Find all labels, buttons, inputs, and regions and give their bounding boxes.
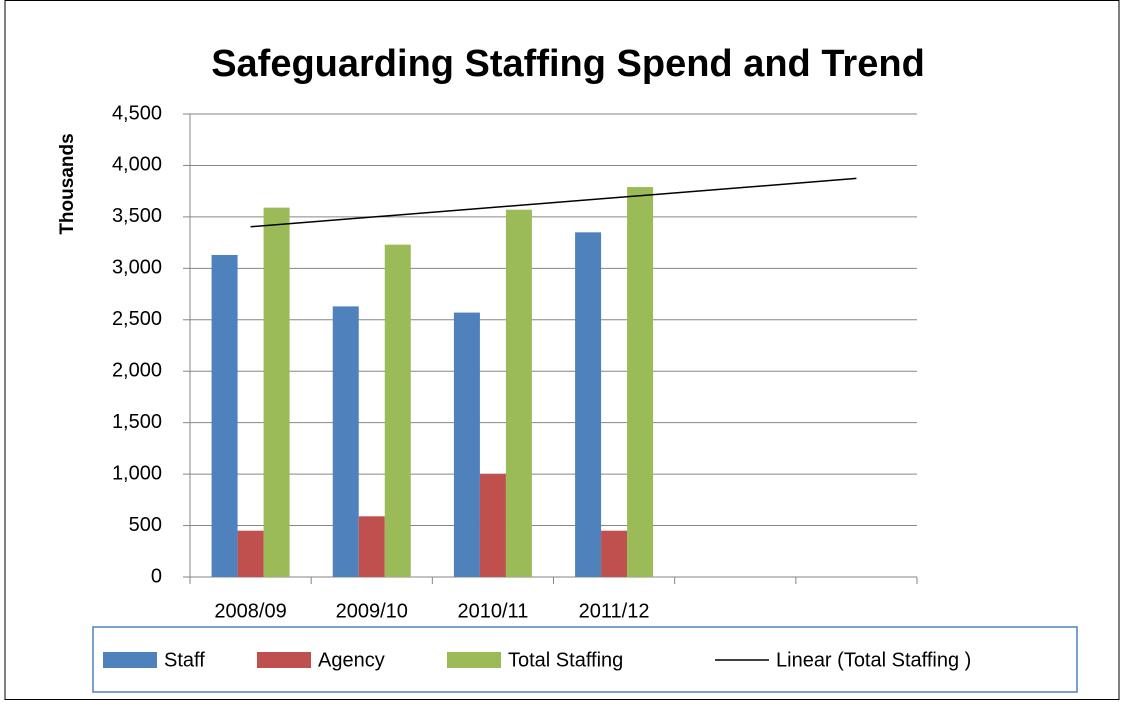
y-axis-label: Thousands	[57, 133, 78, 234]
y-tick-label: 500	[129, 514, 162, 536]
legend-swatch	[103, 652, 157, 668]
trendline	[250, 177, 857, 228]
legend-label: Linear (Total Staffing )	[776, 649, 971, 671]
x-tick-label: 2010/11	[458, 600, 529, 622]
y-tick-label: 2,500	[112, 308, 162, 330]
bar	[211, 254, 238, 578]
legend-swatch	[257, 652, 311, 668]
legend-swatch	[447, 652, 501, 668]
legend-label: Staff	[164, 649, 205, 671]
bar	[627, 187, 654, 577]
y-tick-label: 4,000	[112, 154, 162, 176]
bar	[358, 516, 385, 577]
bar	[453, 312, 480, 577]
y-tick-label: 2,000	[112, 360, 162, 382]
bar	[575, 232, 602, 578]
bar	[263, 207, 290, 577]
y-tick-label: 3,000	[112, 257, 162, 279]
y-tick-label: 4,500	[112, 102, 162, 124]
legend-label: Agency	[318, 649, 385, 671]
bar	[332, 306, 359, 577]
y-tick-label: 3,500	[112, 205, 162, 227]
bar	[384, 244, 411, 577]
bar	[505, 209, 532, 578]
y-tick-label: 1,000	[112, 462, 162, 484]
chart-title: Safeguarding Staffing Spend and Trend	[211, 43, 925, 85]
y-tick-label: 0	[151, 565, 162, 587]
chart-border	[4, 0, 1120, 700]
legend-label: Total Staffing	[508, 649, 623, 671]
x-tick-label: 2008/09	[214, 600, 286, 622]
x-tick-label: 2009/10	[336, 600, 408, 622]
y-tick-label: 1,500	[112, 411, 162, 433]
bar	[479, 474, 506, 577]
bar	[237, 530, 264, 577]
bar	[601, 530, 628, 577]
x-tick-label: 2011/12	[579, 600, 650, 622]
